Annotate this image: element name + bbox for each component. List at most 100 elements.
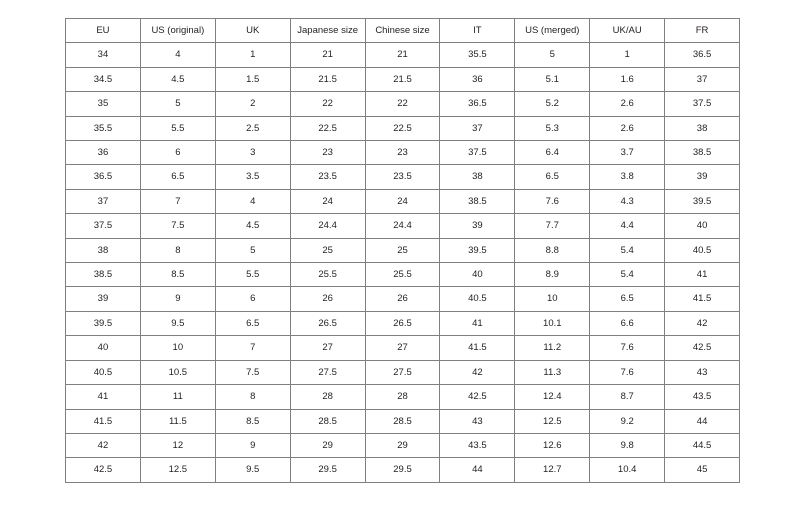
cell-us-merged: 7.6 — [514, 188, 591, 215]
cell-uk-au: 5.4 — [589, 262, 666, 288]
cell-eu: 34 — [65, 42, 141, 68]
cell-it: 43 — [439, 408, 516, 434]
cell-chinese-size: 29.5 — [364, 457, 441, 483]
cell-uk: 1.5 — [214, 66, 291, 93]
cell-us-merged: 12.5 — [514, 408, 591, 434]
cell-fr: 39.5 — [664, 188, 741, 215]
cell-fr: 43.5 — [664, 384, 741, 410]
cell-us-original: 10 — [139, 335, 216, 361]
cell-us-original: 9 — [139, 286, 216, 312]
column-header-4: Chinese size — [364, 17, 441, 44]
table-row: 38.5 8.5 5.5 25.5 25.5 40 8.9 5.4 41 — [65, 262, 741, 288]
shoe-size-conversion-table: EU US (original) UK Japanese size Chinese si… — [65, 17, 741, 483]
cell-japanese-size: 27.5 — [289, 359, 366, 386]
cell-us-original: 8.5 — [139, 262, 216, 288]
cell-chinese-size: 22 — [364, 91, 441, 117]
cell-uk-au: 9.2 — [589, 408, 666, 434]
cell-uk: 7.5 — [214, 359, 291, 386]
cell-uk: 9.5 — [214, 457, 291, 483]
cell-uk: 2.5 — [214, 115, 291, 142]
cell-us-merged: 12.6 — [514, 432, 591, 459]
cell-chinese-size: 28.5 — [364, 408, 441, 434]
table-row: 38 8 5 25 25 39.5 8.8 5.4 40.5 — [65, 237, 741, 264]
cell-fr: 42 — [664, 310, 741, 337]
cell-us-merged: 8.9 — [514, 262, 591, 288]
cell-chinese-size: 23.5 — [364, 164, 441, 190]
column-header-1: US (original) — [139, 17, 216, 44]
cell-fr: 37 — [664, 66, 741, 93]
cell-it: 42.5 — [439, 384, 516, 410]
table-row: 40 10 7 27 27 41.5 11.2 7.6 42.5 — [65, 335, 741, 361]
cell-us-merged: 11.2 — [514, 335, 591, 361]
cell-uk-au: 6.5 — [589, 286, 666, 312]
cell-chinese-size: 21.5 — [364, 66, 441, 93]
cell-us-original: 7 — [139, 188, 216, 215]
table-row: 39.5 9.5 6.5 26.5 26.5 41 10.1 6.6 42 — [65, 310, 741, 337]
cell-it: 39.5 — [439, 237, 516, 264]
cell-eu: 38.5 — [65, 262, 141, 288]
cell-uk: 8.5 — [214, 408, 291, 434]
cell-uk-au: 1 — [589, 42, 666, 68]
cell-fr: 44 — [664, 408, 741, 434]
cell-it: 41.5 — [439, 335, 516, 361]
cell-eu: 34.5 — [65, 66, 141, 93]
cell-uk-au: 9.8 — [589, 432, 666, 459]
cell-japanese-size: 29.5 — [289, 457, 366, 483]
cell-japanese-size: 25 — [289, 237, 366, 264]
cell-it: 35.5 — [439, 42, 516, 68]
table-row: 42.5 12.5 9.5 29.5 29.5 44 12.7 10.4 45 — [65, 457, 741, 483]
cell-japanese-size: 24 — [289, 188, 366, 215]
cell-it: 39 — [439, 213, 516, 239]
column-header-5: IT — [439, 17, 516, 44]
cell-uk-au: 8.7 — [589, 384, 666, 410]
cell-us-merged: 11.3 — [514, 359, 591, 386]
cell-uk-au: 2.6 — [589, 115, 666, 142]
cell-us-original: 5.5 — [139, 115, 216, 142]
cell-uk: 4 — [214, 188, 291, 215]
cell-us-original: 11.5 — [139, 408, 216, 434]
cell-fr: 41.5 — [664, 286, 741, 312]
table-row: 40.5 10.5 7.5 27.5 27.5 42 11.3 7.6 43 — [65, 359, 741, 386]
cell-us-merged: 5.2 — [514, 91, 591, 117]
cell-uk-au: 4.3 — [589, 188, 666, 215]
table-row: 37.5 7.5 4.5 24.4 24.4 39 7.7 4.4 40 — [65, 213, 741, 239]
cell-it: 43.5 — [439, 432, 516, 459]
cell-japanese-size: 28 — [289, 384, 366, 410]
cell-us-original: 12.5 — [139, 457, 216, 483]
cell-japanese-size: 27 — [289, 335, 366, 361]
cell-it: 36.5 — [439, 91, 516, 117]
cell-uk: 6 — [214, 286, 291, 312]
cell-japanese-size: 22 — [289, 91, 366, 117]
cell-it: 41 — [439, 310, 516, 337]
cell-eu: 40 — [65, 335, 141, 361]
cell-it: 42 — [439, 359, 516, 386]
cell-chinese-size: 22.5 — [364, 115, 441, 142]
column-header-7: UK/AU — [589, 17, 666, 44]
cell-us-original: 8 — [139, 237, 216, 264]
cell-eu: 36.5 — [65, 164, 141, 190]
cell-it: 40 — [439, 262, 516, 288]
cell-us-original: 7.5 — [139, 213, 216, 239]
cell-eu: 35 — [65, 91, 141, 117]
cell-japanese-size: 28.5 — [289, 408, 366, 434]
cell-uk: 6.5 — [214, 310, 291, 337]
cell-eu: 37.5 — [65, 213, 141, 239]
cell-it: 38.5 — [439, 188, 516, 215]
cell-it: 37.5 — [439, 140, 516, 166]
cell-japanese-size: 25.5 — [289, 262, 366, 288]
cell-chinese-size: 21 — [364, 42, 441, 68]
cell-eu: 41 — [65, 384, 141, 410]
cell-us-original: 6.5 — [139, 164, 216, 190]
cell-japanese-size: 22.5 — [289, 115, 366, 142]
cell-it: 44 — [439, 457, 516, 483]
cell-japanese-size: 24.4 — [289, 213, 366, 239]
cell-uk-au: 1.6 — [589, 66, 666, 93]
cell-chinese-size: 26.5 — [364, 310, 441, 337]
cell-eu: 39.5 — [65, 310, 141, 337]
cell-fr: 37.5 — [664, 91, 741, 117]
cell-uk-au: 2.6 — [589, 91, 666, 117]
cell-us-merged: 12.7 — [514, 457, 591, 483]
cell-uk: 9 — [214, 432, 291, 459]
cell-fr: 40 — [664, 213, 741, 239]
cell-uk: 1 — [214, 42, 291, 68]
